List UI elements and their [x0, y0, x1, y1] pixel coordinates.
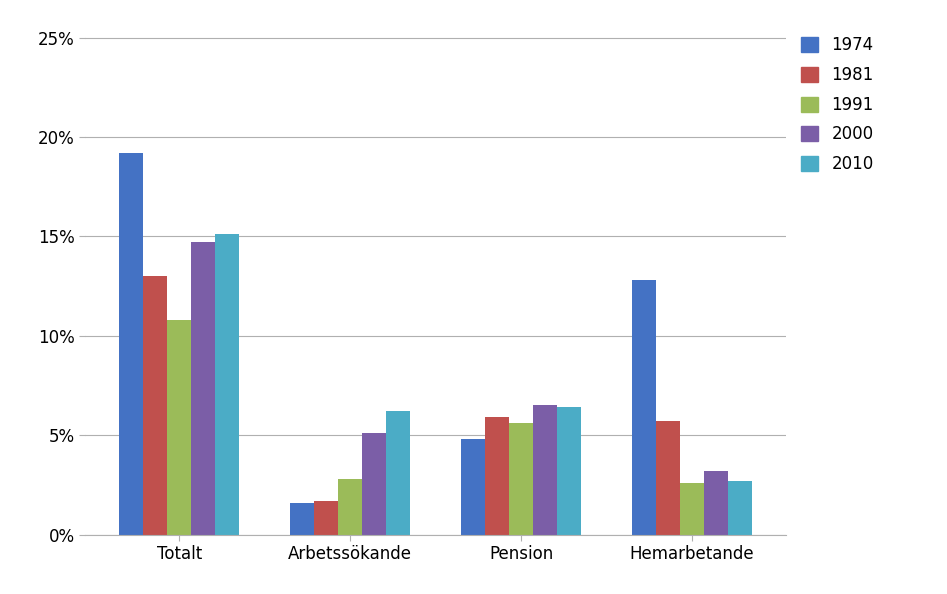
Bar [386, 412, 410, 535]
Bar [680, 483, 704, 535]
Bar [557, 407, 581, 535]
Bar [533, 406, 557, 535]
Bar [485, 418, 509, 535]
Bar [168, 320, 191, 535]
Bar [119, 153, 143, 535]
Bar [461, 439, 485, 535]
Bar [215, 235, 239, 535]
Bar [509, 424, 533, 535]
Bar [291, 503, 314, 535]
Bar [143, 276, 168, 535]
Bar [633, 280, 656, 535]
Bar [704, 471, 728, 535]
Bar [656, 421, 680, 535]
Bar [314, 501, 338, 535]
Bar [191, 242, 215, 535]
Legend: 1974, 1981, 1991, 2000, 2010: 1974, 1981, 1991, 2000, 2010 [801, 36, 873, 173]
Bar [728, 481, 752, 535]
Bar [362, 433, 386, 535]
Bar [338, 479, 362, 535]
